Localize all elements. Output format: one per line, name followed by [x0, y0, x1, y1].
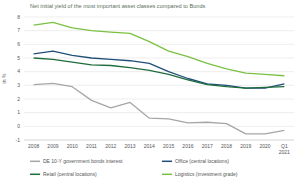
x-tick-label-part: 2009: [47, 143, 58, 149]
x-tick-label-part: 2017: [202, 143, 213, 149]
series-line: [34, 83, 285, 134]
x-tick-label: 2011: [86, 143, 97, 149]
x-tick-label-part: 2019: [240, 143, 251, 149]
grid-line: [24, 126, 294, 127]
legend-label: DE 10-Y government bonds interest: [43, 158, 123, 164]
legend-swatch: [30, 174, 40, 176]
legend-swatch: [30, 161, 40, 163]
x-tick-label: 2016: [182, 143, 193, 149]
x-tick-label-part: 2010: [67, 143, 78, 149]
x-tick-label: 2012: [105, 143, 116, 149]
x-tick-label-part: 2014: [144, 143, 155, 149]
grid-line: [24, 140, 294, 141]
legend-swatch: [162, 174, 172, 176]
x-tick-label-part: 2013: [125, 143, 136, 149]
x-tick-label: 2010: [67, 143, 78, 149]
title: Net initial yield of the most important …: [30, 3, 206, 9]
grid-line: [24, 17, 294, 18]
x-tick-label: Q12021: [279, 143, 290, 155]
x-tick-label: 2014: [144, 143, 155, 149]
x-tick-label-part: 2020: [260, 143, 271, 149]
series-line: [34, 22, 285, 75]
x-tick-label: 2017: [202, 143, 213, 149]
y-tick-label: 3: [17, 82, 20, 88]
grid-line: [24, 58, 294, 59]
grid-line: [24, 112, 294, 113]
y-tick-label: 0: [17, 123, 20, 129]
y-tick-label: 5: [17, 55, 20, 61]
y-tick-label: 6: [17, 41, 20, 47]
x-tick-label: 2008: [28, 143, 39, 149]
y-tick-label: -1: [16, 137, 21, 143]
y-label: in %: [1, 73, 7, 83]
series-line: [34, 51, 285, 88]
y-tick-label: 1: [17, 109, 20, 115]
grid-line: [24, 99, 294, 100]
x-tick-label-part: 2011: [86, 143, 97, 149]
x-tick-label-part: 2008: [28, 143, 39, 149]
plot-area: [34, 22, 285, 133]
x-tick-label: 2015: [163, 143, 174, 149]
legend-label: Logistics (investment grade): [175, 171, 238, 177]
y-tick-label: 7: [17, 27, 20, 33]
x-axis: [24, 140, 294, 141]
y-tick-label: 2: [17, 96, 20, 102]
x-tick-label: 2013: [125, 143, 136, 149]
legend-label: Office (central locations): [175, 158, 229, 164]
x-tick-label: 2009: [47, 143, 58, 149]
x-tick-label: 2019: [240, 143, 251, 149]
grid-line: [24, 30, 294, 31]
y-tick-label: 8: [17, 14, 20, 20]
x-tick-label-part: 2018: [221, 143, 232, 149]
x-tick-label-part: 2012: [105, 143, 116, 149]
chart: Net initial yield of the most important …: [0, 0, 300, 188]
x-tick-label: 2020: [260, 143, 271, 149]
x-tick-label: 2018: [221, 143, 232, 149]
legend-label: Retail (central locations): [43, 171, 97, 177]
x-tick-label-part: 2016: [182, 143, 193, 149]
x-tick-label-part: 2021: [279, 149, 290, 155]
legend-swatch: [162, 161, 172, 163]
x-tick-label-part: 2015: [163, 143, 174, 149]
grid-line: [24, 44, 294, 45]
y-tick-label: 4: [17, 68, 20, 74]
